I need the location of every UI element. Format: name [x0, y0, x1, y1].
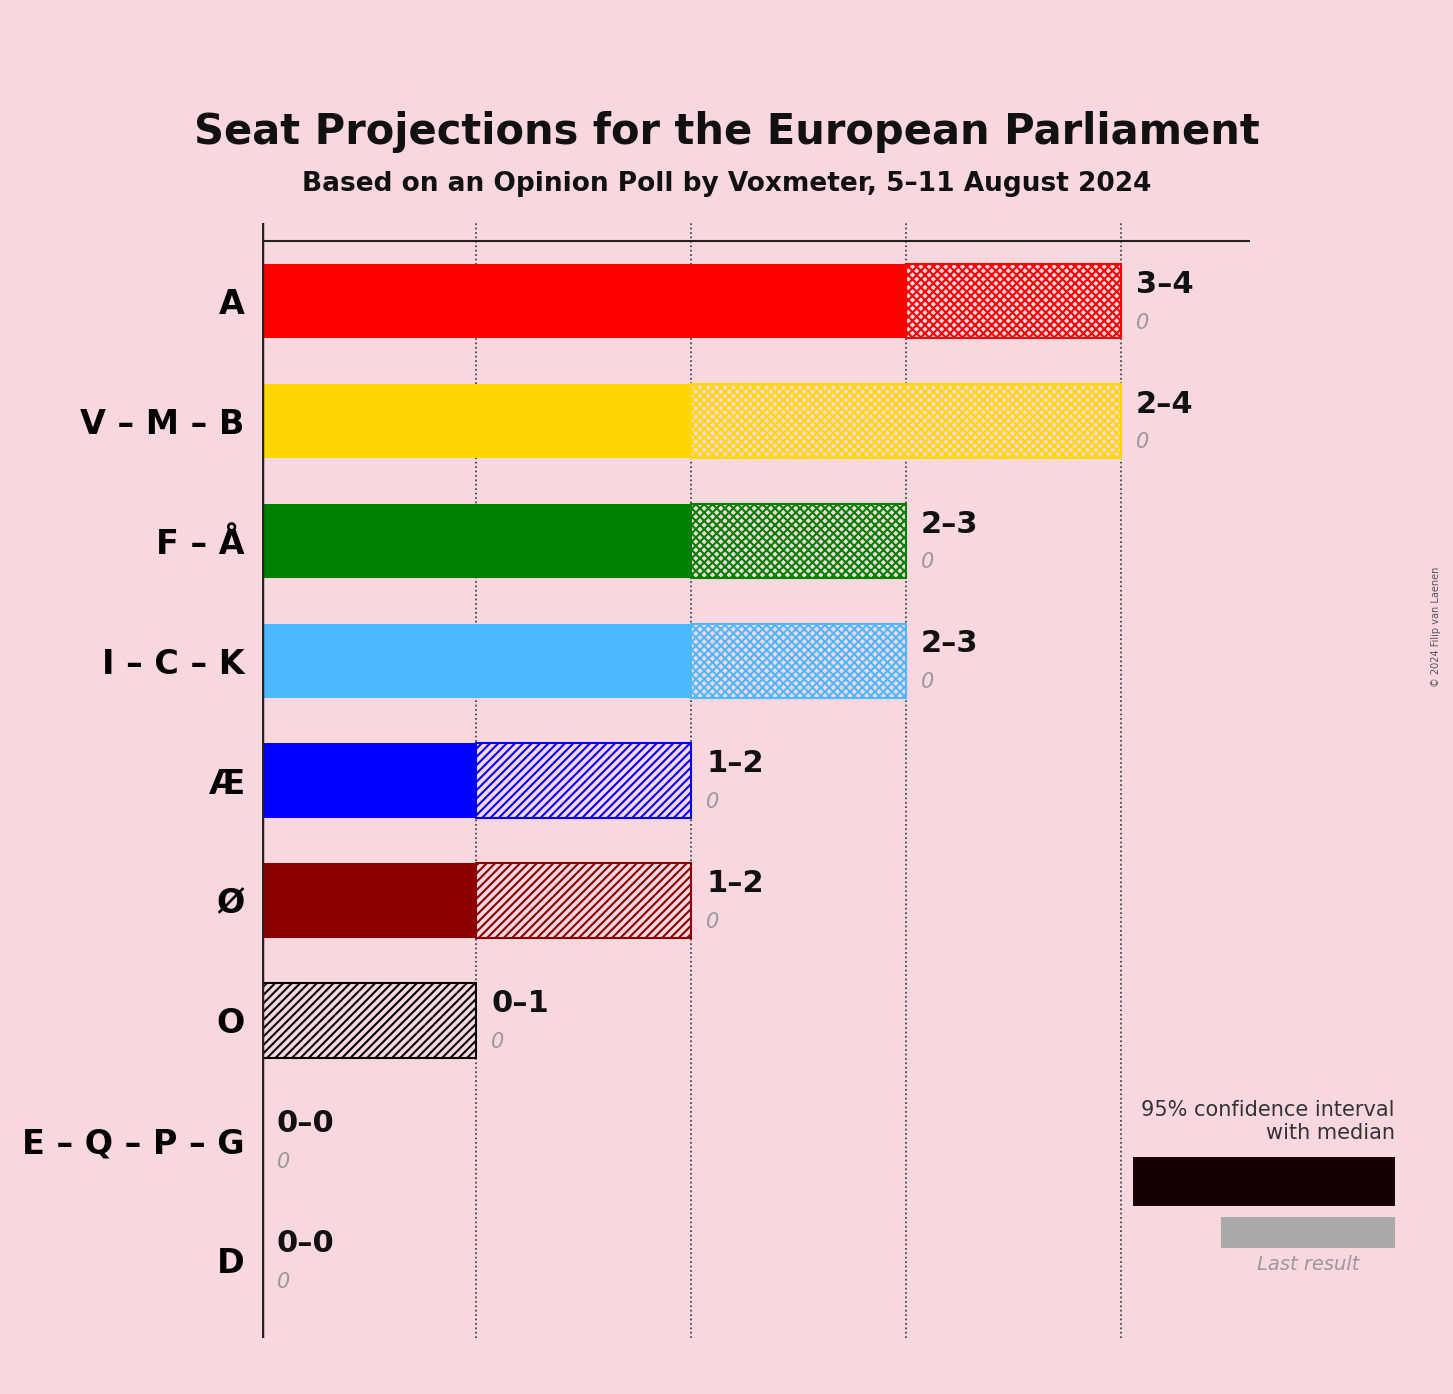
Text: Seat Projections for the European Parliament: Seat Projections for the European Parlia…: [193, 112, 1260, 153]
Text: 1–2: 1–2: [706, 870, 764, 898]
Bar: [477, 743, 692, 818]
Bar: [262, 383, 692, 459]
Text: 0: 0: [276, 1271, 289, 1292]
Text: 0: 0: [921, 552, 934, 573]
Bar: [1133, 1157, 1264, 1206]
Text: 0: 0: [921, 672, 934, 693]
Bar: [692, 623, 905, 698]
Text: 2–4: 2–4: [1136, 389, 1193, 418]
Bar: [262, 623, 692, 698]
Bar: [262, 863, 477, 938]
Text: 1–2: 1–2: [706, 750, 764, 778]
Text: 0: 0: [706, 912, 719, 933]
Text: 0–1: 0–1: [491, 990, 549, 1018]
Bar: [262, 503, 692, 579]
Text: 0: 0: [276, 1151, 289, 1172]
Bar: [692, 383, 1120, 459]
Text: © 2024 Filip van Laenen: © 2024 Filip van Laenen: [1431, 567, 1440, 687]
Text: 0: 0: [706, 792, 719, 813]
Text: 0: 0: [1136, 432, 1149, 453]
Text: 0–0: 0–0: [276, 1110, 334, 1138]
Bar: [262, 263, 905, 339]
Bar: [262, 743, 477, 818]
Text: 95% confidence interval
with median: 95% confidence interval with median: [1142, 1100, 1395, 1143]
Text: 0: 0: [1136, 312, 1149, 333]
Text: 2–3: 2–3: [921, 630, 978, 658]
Text: 3–4: 3–4: [1136, 269, 1193, 298]
Bar: [905, 263, 1120, 339]
Text: 2–3: 2–3: [921, 510, 978, 538]
Text: Last result: Last result: [1257, 1255, 1359, 1274]
Bar: [1264, 1157, 1329, 1206]
Text: Based on an Opinion Poll by Voxmeter, 5–11 August 2024: Based on an Opinion Poll by Voxmeter, 5–…: [302, 171, 1151, 197]
Bar: [692, 503, 905, 579]
Text: 0: 0: [491, 1032, 504, 1052]
Bar: [1329, 1157, 1395, 1206]
Bar: [477, 863, 692, 938]
Bar: [262, 983, 477, 1058]
Text: 0–0: 0–0: [276, 1230, 334, 1257]
